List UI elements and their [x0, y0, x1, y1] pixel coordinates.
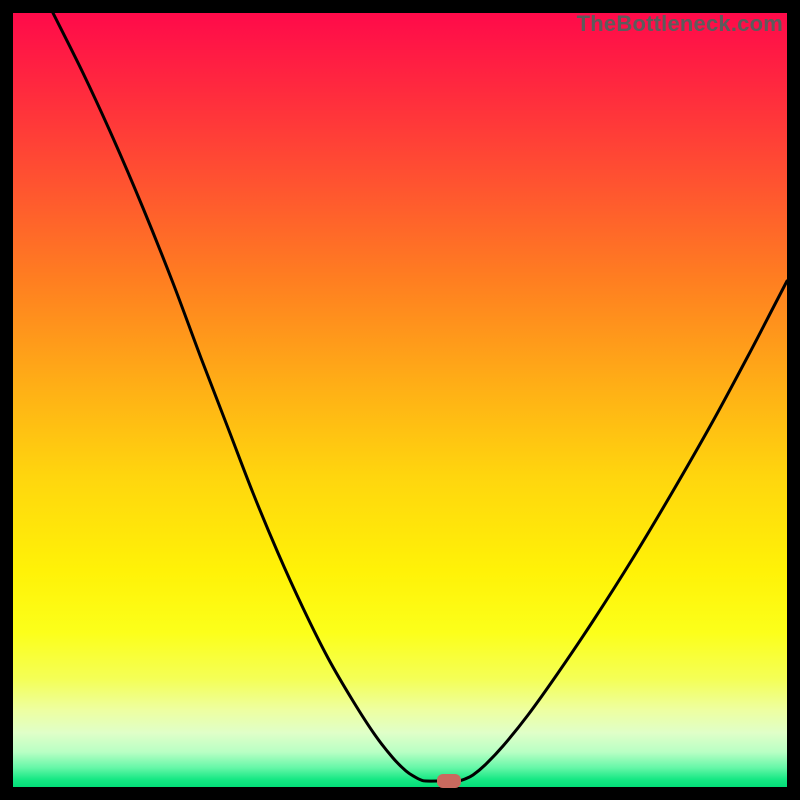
- bottleneck-curve: [53, 13, 787, 781]
- watermark-text: TheBottleneck.com: [577, 11, 783, 37]
- optimal-point-marker: [437, 774, 461, 788]
- chart-frame: TheBottleneck.com: [0, 0, 800, 800]
- plot-area: TheBottleneck.com: [13, 13, 787, 787]
- curve-layer: [13, 13, 787, 787]
